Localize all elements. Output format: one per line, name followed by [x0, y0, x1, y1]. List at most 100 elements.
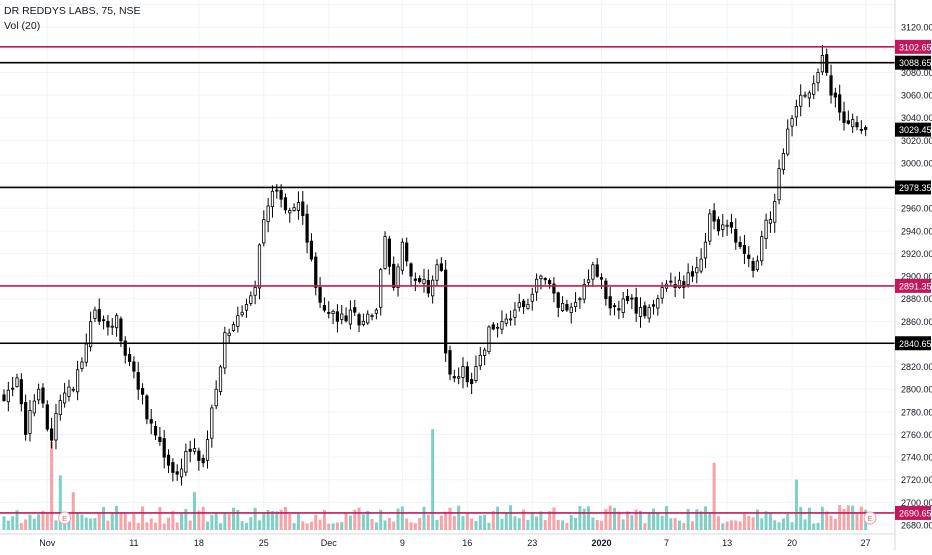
candle-body — [58, 400, 62, 416]
price-tick-label: 3120.00 — [901, 23, 932, 33]
candle-body — [335, 311, 340, 322]
volume-bar — [842, 508, 846, 530]
candle-body — [738, 242, 742, 247]
volume-bar — [807, 507, 811, 530]
candle-body — [2, 394, 6, 401]
volume-bar — [89, 518, 93, 530]
candle-body — [777, 168, 781, 201]
candle-body — [344, 315, 348, 322]
candle-body — [444, 269, 448, 354]
candle-body — [314, 256, 318, 288]
volume-bar — [816, 522, 820, 530]
volume-bar — [600, 520, 604, 530]
volume-bar — [19, 523, 23, 530]
price-tick-label: 2780.00 — [901, 407, 932, 417]
candle-body — [686, 272, 690, 286]
candle-body — [825, 54, 829, 73]
volume-bar — [71, 492, 75, 530]
price-tick-label: 2900.00 — [901, 272, 932, 282]
price-tick-label: 3000.00 — [901, 158, 932, 168]
level-price-badge — [895, 336, 931, 351]
candle-body — [842, 111, 846, 123]
volume-bar — [128, 521, 132, 530]
volume-bar — [621, 519, 625, 530]
candle-body — [604, 280, 608, 300]
time-axis[interactable]: Nov 11 18 25 Dec 9 16 23 2020 7 13 20 27 — [0, 533, 895, 548]
volume-bar — [496, 506, 500, 530]
volume-bar — [84, 517, 88, 530]
volume-bar — [578, 506, 582, 530]
candle-body — [690, 271, 695, 277]
candle-body — [573, 301, 578, 308]
volume-bar — [249, 517, 253, 530]
candle-body — [716, 219, 721, 232]
volume-bar — [422, 506, 426, 530]
level-price-label: 3088.65 — [899, 58, 932, 68]
candle-body — [677, 279, 682, 288]
candle-body — [699, 258, 703, 272]
candle-body — [253, 287, 257, 296]
candle-body — [695, 267, 699, 274]
candles — [2, 44, 868, 486]
volume-bar — [474, 520, 478, 530]
volume-bar — [487, 522, 491, 530]
volume-bar — [677, 520, 681, 530]
volume-bar — [353, 509, 357, 530]
volume-bar — [2, 516, 6, 530]
price-tick-label: 2700.00 — [901, 498, 932, 508]
candle-body — [158, 436, 162, 443]
candle-body — [19, 379, 23, 405]
candle-body — [547, 280, 552, 285]
time-tick-label: 20 — [787, 538, 797, 548]
volume-bar — [513, 516, 517, 530]
candle-body — [682, 281, 686, 288]
volume-bar — [379, 509, 383, 530]
volume-bar — [781, 518, 785, 530]
volume-bar — [803, 519, 807, 530]
volume-bar — [565, 522, 569, 530]
volume-bar — [158, 507, 162, 530]
volume-bar — [630, 515, 634, 530]
candle-body — [457, 376, 461, 379]
candle-body — [80, 361, 84, 369]
candle-body — [829, 75, 833, 96]
candle-body — [89, 321, 93, 348]
volume-bar — [483, 514, 487, 530]
volume-indicator-label[interactable]: Vol (20) — [4, 20, 41, 32]
price-tick-label: 2960.00 — [901, 204, 932, 214]
candle-body — [478, 354, 482, 367]
candle-body — [504, 318, 508, 324]
volume-bar — [639, 510, 643, 530]
symbol-title[interactable]: DR REDDYS LABS, 75, NSE — [4, 5, 141, 17]
volume-bar — [708, 512, 712, 530]
volume-bar — [231, 507, 235, 530]
candle-body — [803, 94, 807, 97]
price-tick-label: 2800.00 — [901, 385, 932, 395]
candle-body — [153, 425, 158, 436]
price-axis[interactable]: 2680.00 2700.00 2720.00 2740.00 2760.00 2780.… — [894, 0, 932, 550]
level-price-label: 2690.65 — [899, 508, 932, 518]
volume-bar — [136, 523, 140, 530]
time-tick-label: 23 — [527, 538, 537, 548]
level-price-label: 3102.65 — [899, 42, 932, 52]
candle-body — [500, 320, 504, 330]
candle-body — [309, 240, 314, 260]
volume-bar — [664, 506, 668, 530]
volume-bar — [716, 516, 720, 530]
volume-bar — [764, 511, 768, 530]
candle-body — [275, 189, 279, 192]
volume-bar — [400, 506, 404, 530]
volume-bar — [530, 512, 534, 530]
candle-body — [318, 287, 322, 303]
volume-bar — [673, 518, 677, 530]
volume-bar — [444, 511, 448, 530]
price-tick-label: 2880.00 — [901, 294, 932, 304]
candle-body — [634, 297, 638, 314]
volume-bar — [201, 506, 205, 530]
candle-body — [37, 388, 41, 401]
candle-body — [132, 361, 136, 372]
volume-bar — [833, 518, 837, 530]
volume-bar — [465, 513, 469, 530]
